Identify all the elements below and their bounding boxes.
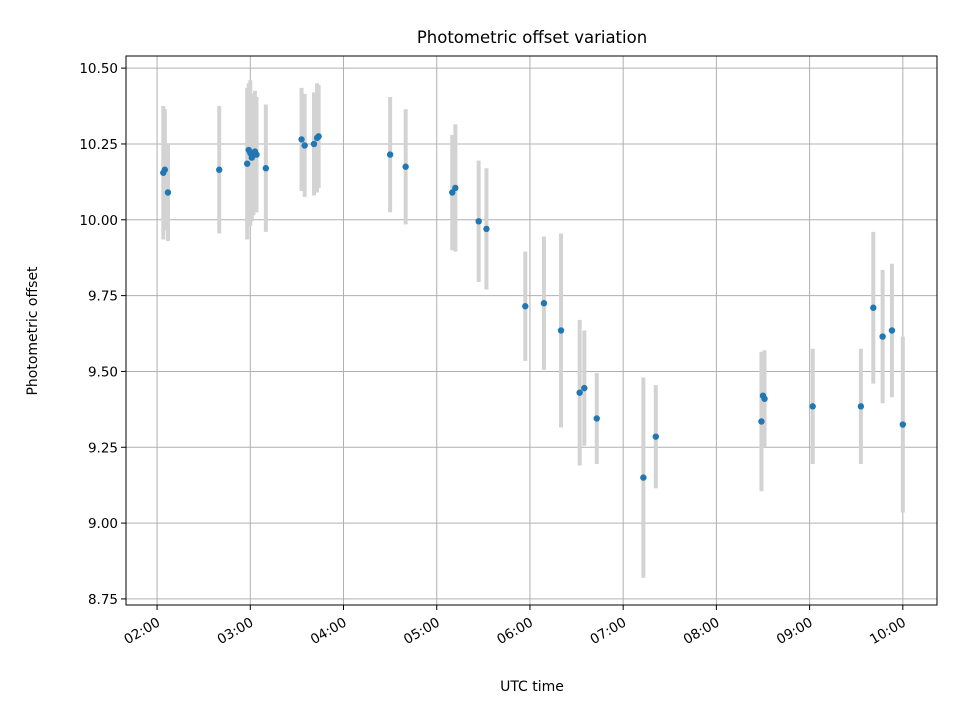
data-point xyxy=(879,333,886,340)
data-point xyxy=(243,160,251,167)
y-axis-label: Photometric offset xyxy=(25,266,41,396)
chart-title: Photometric offset variation xyxy=(417,28,647,47)
data-point xyxy=(581,384,588,392)
x-tick-label: 07:00 xyxy=(587,615,629,648)
data-point xyxy=(761,395,768,402)
x-tick-label: 08:00 xyxy=(681,615,723,648)
data-point xyxy=(301,142,308,149)
y-tick-label: 9.00 xyxy=(88,516,118,532)
y-tick-label: 9.50 xyxy=(88,364,118,380)
data-point xyxy=(386,151,394,158)
data-point xyxy=(298,136,305,143)
y-tick-label: 9.75 xyxy=(88,289,118,305)
data-point xyxy=(262,165,270,172)
data-points xyxy=(160,133,907,481)
data-point xyxy=(758,418,765,425)
data-point xyxy=(870,304,877,311)
data-point xyxy=(857,403,865,410)
plot-frame xyxy=(125,55,938,606)
data-point xyxy=(483,225,490,233)
data-point xyxy=(475,218,482,225)
data-point xyxy=(899,421,907,428)
data-point xyxy=(593,415,600,422)
x-tick-label: 02:00 xyxy=(121,615,163,648)
data-point xyxy=(402,163,409,170)
x-axis-label: UTC time xyxy=(500,679,564,695)
x-tick-label: 09:00 xyxy=(774,615,816,648)
x-tick-label: 10:00 xyxy=(867,615,909,648)
data-point xyxy=(452,184,459,192)
y-tick-label: 8.75 xyxy=(88,592,118,608)
data-point xyxy=(161,166,169,173)
data-point xyxy=(216,166,223,173)
y-tick-label: 10.00 xyxy=(79,213,118,229)
x-tick-label: 05:00 xyxy=(401,615,443,648)
y-tick-label: 10.50 xyxy=(79,61,118,77)
x-axis-ticks: 02:00 03:00 04:00 05:00 06:00 07:00 08:00 09:00… xyxy=(121,605,909,648)
x-tick-label: 04:00 xyxy=(308,615,350,648)
x-tick-label: 03:00 xyxy=(215,615,257,648)
data-point xyxy=(809,403,816,410)
grid-lines xyxy=(126,56,937,605)
data-point xyxy=(449,189,456,196)
x-tick-label: 06:00 xyxy=(494,615,536,648)
y-tick-label: 9.25 xyxy=(88,440,118,456)
data-point xyxy=(315,133,322,140)
error-bars xyxy=(161,80,905,578)
data-point xyxy=(164,189,172,196)
data-point xyxy=(522,303,529,310)
data-point xyxy=(888,327,896,334)
data-point xyxy=(253,151,260,158)
data-point xyxy=(540,300,548,307)
data-point xyxy=(640,474,647,481)
data-point xyxy=(652,433,659,440)
data-point xyxy=(310,140,318,148)
data-point xyxy=(576,389,583,396)
data-point xyxy=(557,327,565,334)
y-tick-label: 10.25 xyxy=(79,137,118,153)
y-axis-ticks: 8.75 9.00 9.25 9.50 9.75 10.00 10.25 10.50 xyxy=(79,61,126,608)
